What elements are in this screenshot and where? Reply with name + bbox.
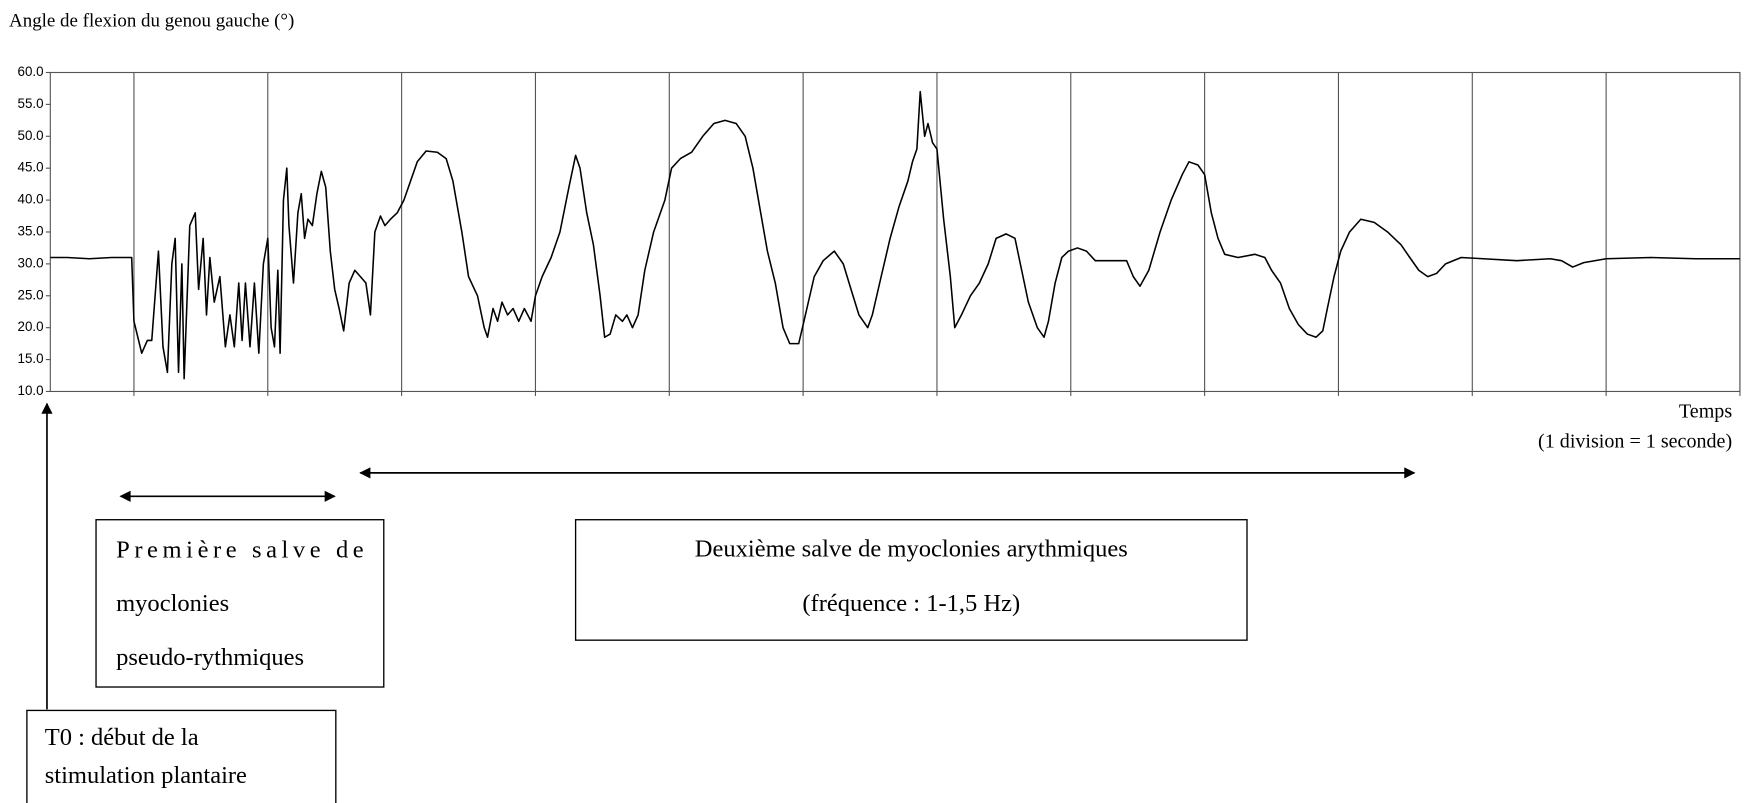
y-tick-label: 50.0 <box>18 128 44 143</box>
y-tick-label: 20.0 <box>18 319 44 334</box>
x-axis-label: Temps <box>1679 400 1732 422</box>
annotation-text: (fréquence : 1-1,5 Hz) <box>802 590 1020 617</box>
data-line <box>50 90 1740 380</box>
annotation-arrows <box>41 402 1416 710</box>
y-tick-label: 30.0 <box>18 255 44 270</box>
y-tick-label: 55.0 <box>18 96 44 111</box>
y-tick-label: 40.0 <box>18 192 44 207</box>
annotation-box <box>26 709 337 803</box>
annotation-text: Deuxième salve de myoclonies arythmiques <box>695 536 1128 563</box>
annotation-box <box>95 519 385 688</box>
annotation-text: stimulation plantaire <box>45 762 247 789</box>
y-tick-label: 25.0 <box>18 287 44 302</box>
y-tick-label: 60.0 <box>18 64 44 79</box>
annotation-text: myoclonies <box>116 590 229 617</box>
annotation-box <box>574 519 1248 641</box>
chart-title: Angle de flexion du genou gauche (°) <box>9 11 294 32</box>
x-axis-note: (1 division = 1 seconde) <box>1538 430 1732 452</box>
y-tick-label: 15.0 <box>18 351 44 366</box>
annotation-text: pseudo-rythmiques <box>116 644 304 671</box>
annotation-text: T0 : début de la <box>45 724 199 751</box>
y-tick-label: 45.0 <box>18 160 44 175</box>
y-tick-label: 10.0 <box>18 383 44 398</box>
y-tick-label: 35.0 <box>18 224 44 239</box>
